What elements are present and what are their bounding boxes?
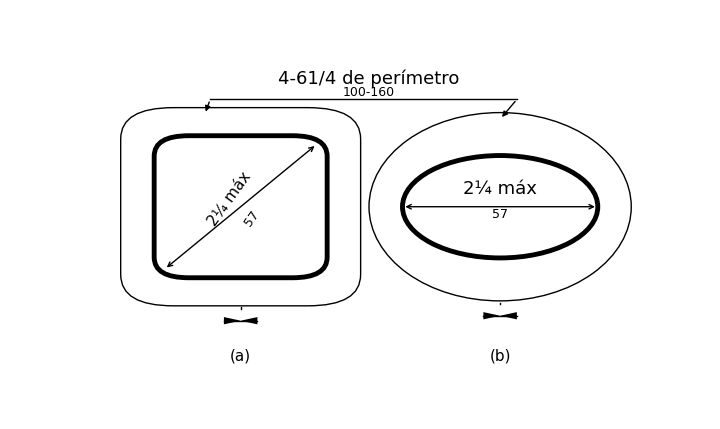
Text: 57: 57 — [492, 208, 508, 221]
Polygon shape — [500, 312, 517, 319]
Polygon shape — [224, 317, 240, 324]
Text: (b): (b) — [490, 349, 511, 364]
Text: 2¼ máx: 2¼ máx — [463, 181, 537, 199]
Text: (a): (a) — [230, 349, 251, 364]
Text: 2¼ máx: 2¼ máx — [204, 169, 253, 229]
Text: 4-61/4 de perímetro: 4-61/4 de perímetro — [279, 69, 459, 88]
Polygon shape — [240, 317, 258, 324]
Text: 100-160: 100-160 — [343, 86, 395, 99]
Polygon shape — [483, 312, 500, 319]
Text: 57: 57 — [242, 208, 261, 229]
